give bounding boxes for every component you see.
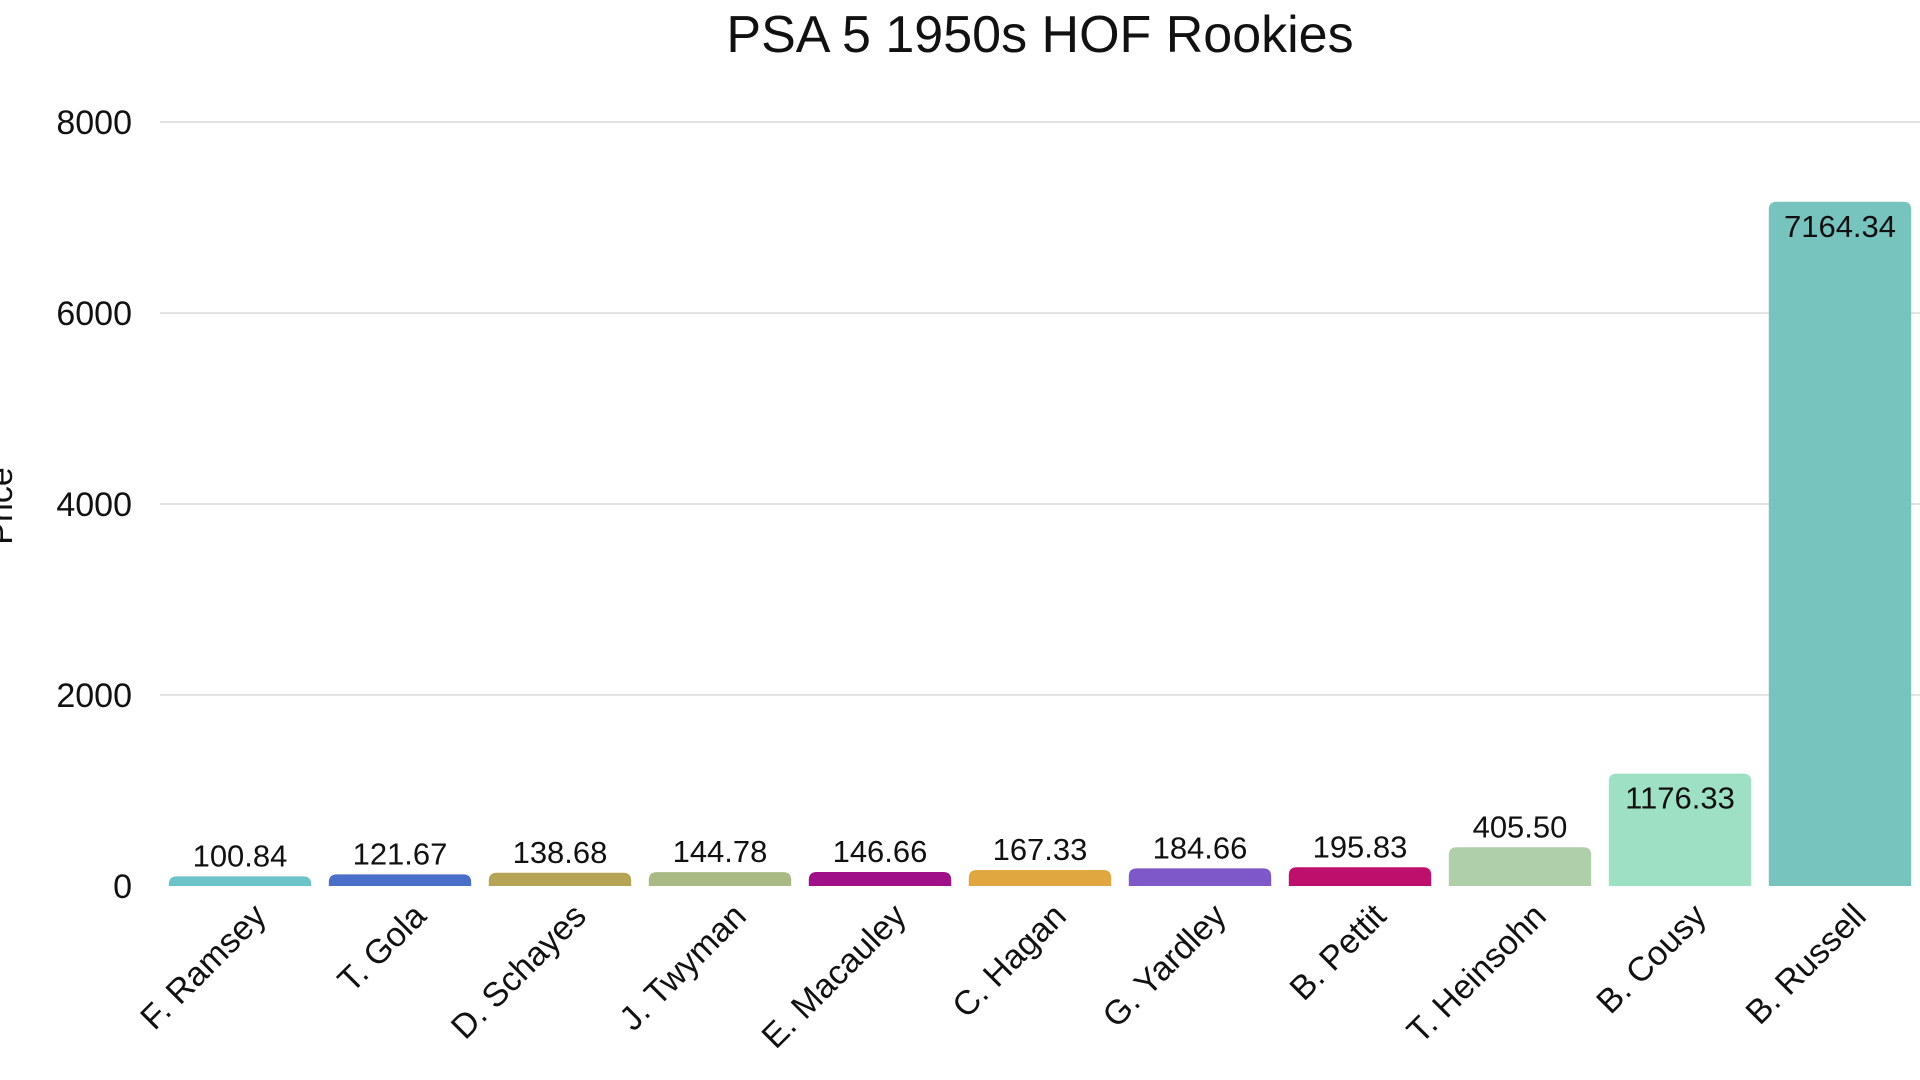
bar-t-gola bbox=[328, 874, 472, 886]
bars bbox=[168, 201, 1912, 886]
data-labels: 100.84 121.67 138.68 144.78 146.66 167.33 184.… bbox=[193, 209, 1896, 874]
y-tick-label: 8000 bbox=[56, 104, 132, 142]
data-label: 100.84 bbox=[193, 838, 288, 873]
data-label: 7164.34 bbox=[1784, 209, 1896, 244]
x-tick-label: F. Ramsey bbox=[133, 897, 273, 1037]
y-axis-label: Price bbox=[0, 467, 20, 544]
bar-j-twyman bbox=[648, 872, 792, 886]
bar-b-russell bbox=[1768, 201, 1912, 886]
x-tick-label: D. Schayes bbox=[444, 897, 594, 1047]
bar-b-pettit bbox=[1288, 867, 1432, 886]
bar-f-ramsey bbox=[168, 876, 312, 886]
bar-e-macauley bbox=[808, 871, 952, 886]
chart-title: PSA 5 1950s HOF Rookies bbox=[726, 6, 1353, 64]
data-label: 144.78 bbox=[673, 834, 768, 869]
bar-b-cousy bbox=[1608, 773, 1752, 886]
data-label: 121.67 bbox=[353, 836, 448, 871]
y-tick-label: 2000 bbox=[56, 677, 132, 715]
y-tick-label: 0 bbox=[113, 868, 132, 906]
gridlines bbox=[160, 121, 1920, 696]
x-tick-label: B. Cousy bbox=[1589, 897, 1713, 1021]
bar-t-heinsohn bbox=[1448, 847, 1592, 886]
x-tick-label: C. Hagan bbox=[945, 897, 1073, 1025]
bar-c-hagan bbox=[968, 870, 1112, 886]
y-tick-label: 4000 bbox=[56, 486, 132, 524]
x-tick-label: G. Yardley bbox=[1095, 897, 1233, 1035]
x-tick-label: T. Gola bbox=[331, 897, 434, 1000]
data-label: 1176.33 bbox=[1625, 781, 1735, 816]
data-label: 184.66 bbox=[1153, 830, 1248, 865]
x-tick-label: B. Pettit bbox=[1283, 896, 1394, 1007]
data-label: 405.50 bbox=[1473, 809, 1568, 844]
bar-d-schayes bbox=[488, 872, 632, 886]
x-tick-label: J. Twyman bbox=[612, 897, 753, 1038]
data-label: 195.83 bbox=[1313, 829, 1408, 864]
y-axis-ticks: 0 2000 4000 6000 8000 bbox=[56, 104, 132, 906]
data-label: 146.66 bbox=[833, 834, 928, 869]
x-tick-label: E. Macauley bbox=[754, 897, 913, 1056]
data-label: 167.33 bbox=[993, 832, 1088, 867]
x-tick-label: T. Heinsohn bbox=[1400, 897, 1554, 1051]
bar-g-yardley bbox=[1128, 868, 1272, 886]
x-tick-label: B. Russell bbox=[1739, 897, 1874, 1032]
y-tick-label: 6000 bbox=[56, 295, 132, 333]
data-label: 138.68 bbox=[513, 835, 608, 870]
x-axis-ticks: F. Ramsey T. Gola D. Schayes J. Twyman E. Ma… bbox=[133, 896, 1873, 1056]
